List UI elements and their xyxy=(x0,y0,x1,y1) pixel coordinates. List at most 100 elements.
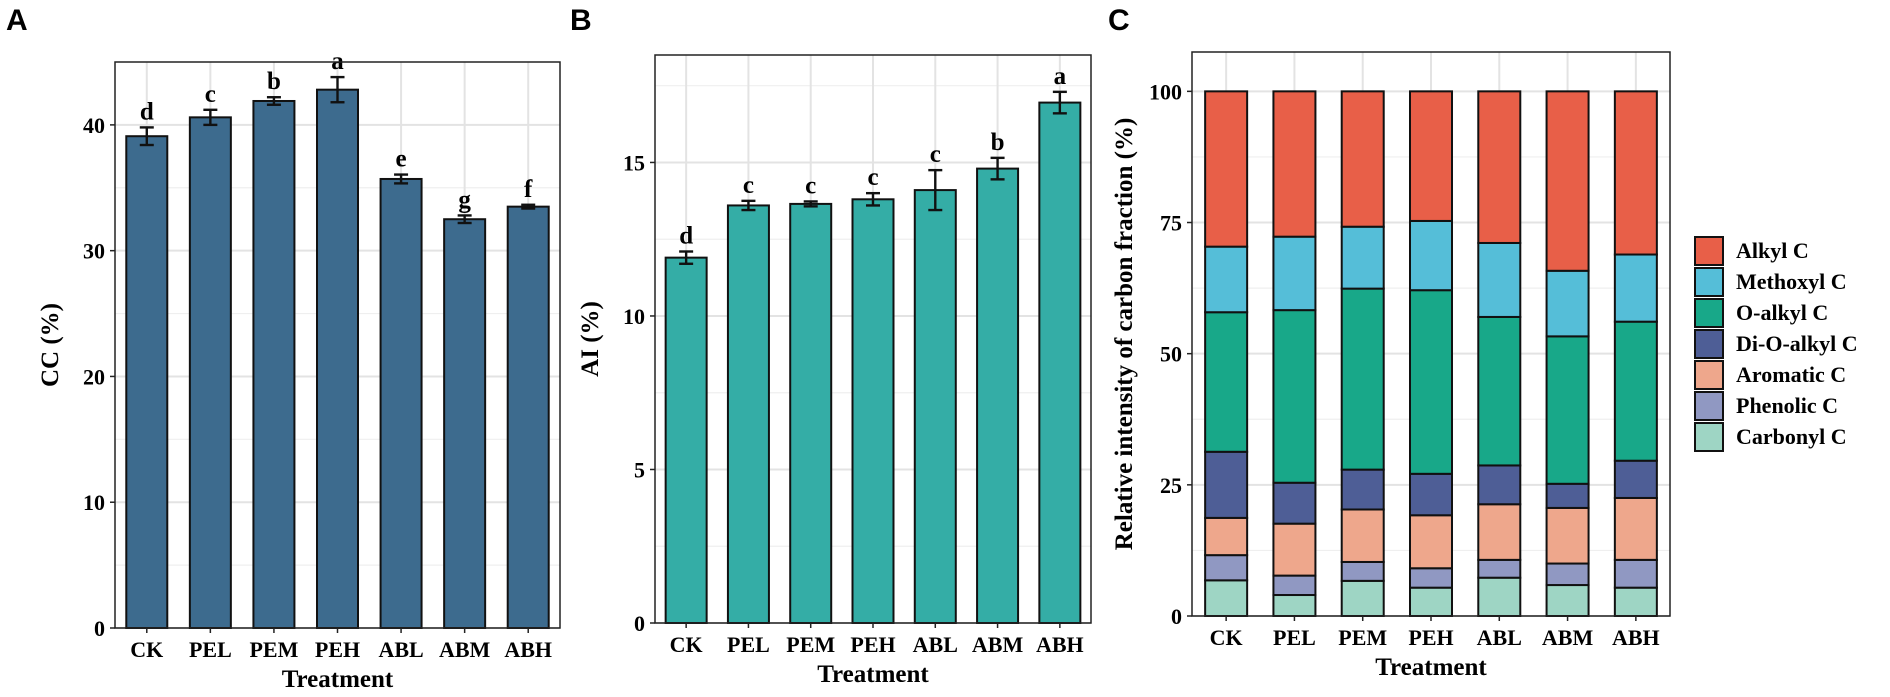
x-tick-label-ABH: ABH xyxy=(504,637,552,662)
legend-label-carbonyl-c: Carbonyl C xyxy=(1736,424,1847,449)
y-tick-label: 0 xyxy=(1171,604,1182,629)
segment-o-alkyl-c-CK xyxy=(1204,311,1249,453)
x-tick-label-PEL: PEL xyxy=(1273,625,1316,650)
legend-label-aromatic-c: Aromatic C xyxy=(1736,362,1846,387)
significance-letter-PEM: b xyxy=(267,68,281,95)
segment-methoxyl-c-ABM xyxy=(1545,269,1590,338)
segment-di-o-alkyl-c-ABL xyxy=(1477,464,1522,506)
y-tick-label: 40 xyxy=(83,113,105,138)
x-tick-label-ABL: ABL xyxy=(913,632,958,657)
segment-di-o-alkyl-c-ABM xyxy=(1545,482,1590,509)
segment-o-alkyl-c-ABH xyxy=(1613,320,1658,462)
segment-alkyl-c-CK xyxy=(1204,90,1249,248)
y-tick-label: 20 xyxy=(83,364,105,389)
segment-o-alkyl-c-PEM xyxy=(1340,287,1385,471)
segment-carbonyl-c-CK xyxy=(1204,579,1249,618)
segment-phenolic-c-ABH xyxy=(1613,558,1658,589)
legend: Alkyl C Methoxyl C O-alkyl C Di-O-alkyl C Ar… xyxy=(1694,236,1858,452)
x-tick-label-ABM: ABM xyxy=(972,632,1024,657)
segment-o-alkyl-c-PEL xyxy=(1272,309,1317,484)
segment-alkyl-c-PEM xyxy=(1340,90,1385,228)
y-tick-label: 5 xyxy=(634,457,645,482)
segment-methoxyl-c-PEM xyxy=(1340,225,1385,290)
segment-aromatic-c-ABL xyxy=(1477,503,1522,561)
significance-letter-ABH: f xyxy=(524,176,533,203)
bar-PEH xyxy=(316,88,359,630)
segment-alkyl-c-ABL xyxy=(1477,90,1522,244)
segment-phenolic-c-CK xyxy=(1204,554,1249,582)
y-tick-label: 10 xyxy=(83,490,105,515)
segment-aromatic-c-CK xyxy=(1204,516,1249,557)
bar-ABL xyxy=(913,189,957,624)
x-tick-label-ABL: ABL xyxy=(378,637,423,662)
legend-label-o-alkyl-c: O-alkyl C xyxy=(1736,300,1828,325)
segment-aromatic-c-ABM xyxy=(1545,506,1590,565)
significance-letter-PEL: c xyxy=(743,172,754,199)
bar-CK xyxy=(125,135,169,629)
segment-alkyl-c-PEH xyxy=(1409,90,1453,222)
significance-letter-PEM: c xyxy=(805,172,816,199)
bar-ABH xyxy=(506,205,550,629)
x-tick-label-PEH: PEH xyxy=(850,632,895,657)
segment-phenolic-c-ABL xyxy=(1477,558,1522,579)
x-tick-label-ABM: ABM xyxy=(1542,625,1594,650)
significance-letter-ABM: g xyxy=(458,186,471,213)
segment-di-o-alkyl-c-PEM xyxy=(1340,468,1385,511)
segment-carbonyl-c-ABL xyxy=(1477,576,1522,617)
segment-carbonyl-c-PEM xyxy=(1340,579,1385,618)
significance-letter-CK: d xyxy=(140,98,154,125)
segment-alkyl-c-ABH xyxy=(1613,90,1658,256)
segment-di-o-alkyl-c-PEL xyxy=(1272,481,1317,525)
significance-letter-CK: d xyxy=(679,222,693,249)
x-axis-title: Treatment xyxy=(282,666,394,693)
bar-PEM xyxy=(789,202,833,624)
x-tick-label-CK: CK xyxy=(130,637,163,662)
bar-PEL xyxy=(726,204,770,624)
significance-letter-ABH: a xyxy=(1054,63,1067,90)
segment-methoxyl-c-ABL xyxy=(1477,241,1522,318)
segment-di-o-alkyl-c-PEH xyxy=(1409,472,1453,517)
legend-swatch-di-o-alkyl-c xyxy=(1694,329,1724,359)
y-tick-label: 30 xyxy=(83,239,105,264)
bar-PEM xyxy=(252,99,296,630)
segment-di-o-alkyl-c-CK xyxy=(1204,450,1249,519)
y-tick-label: 25 xyxy=(1160,473,1182,498)
legend-swatch-o-alkyl-c xyxy=(1694,298,1724,328)
significance-letter-ABL: e xyxy=(396,146,407,173)
y-axis-title: Relative intensity of carbon fraction (%… xyxy=(1111,118,1138,551)
x-tick-label-CK: CK xyxy=(670,632,703,657)
x-tick-label-PEL: PEL xyxy=(189,637,232,662)
y-tick-label: 15 xyxy=(623,150,645,175)
segment-aromatic-c-ABH xyxy=(1613,496,1658,561)
segment-phenolic-c-PEM xyxy=(1340,560,1385,582)
legend-label-methoxyl-c: Methoxyl C xyxy=(1736,269,1847,294)
segment-aromatic-c-PEH xyxy=(1409,514,1453,570)
panel-c-stacked-bar-chart: C 0 25 50 75 100 CK PEL PEM PEH ABL ABM ABH Treatmen… xyxy=(1108,4,1671,681)
y-tick-label: 0 xyxy=(634,611,645,636)
panel-b-bar-chart: B d c c c c b a 0 5 10 15 CK PEL PEM PEH ABL ABM ABH Treat… xyxy=(570,4,1092,688)
panel-c-letter: C xyxy=(1108,4,1130,37)
segment-o-alkyl-c-ABL xyxy=(1477,315,1522,467)
y-tick-label: 75 xyxy=(1160,211,1182,236)
segment-carbonyl-c-PEH xyxy=(1409,586,1453,617)
significance-letter-PEL: c xyxy=(205,81,216,108)
y-tick-label: 10 xyxy=(623,304,645,329)
bar-ABM xyxy=(443,218,487,629)
x-tick-label-PEM: PEM xyxy=(786,632,835,657)
segment-phenolic-c-PEH xyxy=(1409,567,1453,589)
legend-swatch-methoxyl-c xyxy=(1694,267,1724,297)
x-tick-label-ABH: ABH xyxy=(1612,625,1660,650)
x-tick-label-PEH: PEH xyxy=(315,637,360,662)
x-tick-label-PEL: PEL xyxy=(727,632,770,657)
significance-letter-ABM: b xyxy=(991,129,1005,156)
significance-letter-ABL: c xyxy=(930,141,941,168)
bar-ABM xyxy=(976,167,1020,624)
legend-swatch-carbonyl-c xyxy=(1694,422,1724,452)
x-tick-label-PEM: PEM xyxy=(1338,625,1387,650)
segment-o-alkyl-c-ABM xyxy=(1545,335,1590,485)
segment-methoxyl-c-PEL xyxy=(1272,235,1317,312)
segment-alkyl-c-ABM xyxy=(1545,90,1590,272)
y-tick-label: 0 xyxy=(94,616,105,641)
legend-label-alkyl-c: Alkyl C xyxy=(1736,238,1809,263)
